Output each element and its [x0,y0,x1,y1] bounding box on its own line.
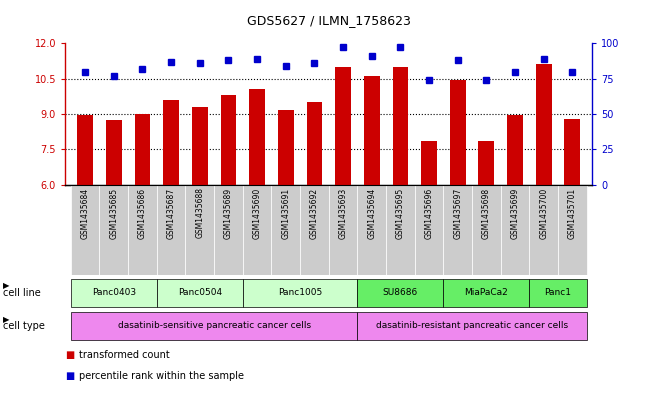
Text: GSM1435701: GSM1435701 [568,187,577,239]
Bar [443,185,472,275]
Bar [249,89,265,185]
Bar [163,100,179,185]
Text: ▶: ▶ [3,315,10,323]
Bar [100,185,128,275]
Bar [386,185,415,275]
Text: GSM1435693: GSM1435693 [339,187,348,239]
Text: GSM1435696: GSM1435696 [424,187,434,239]
Bar [157,185,186,275]
Text: transformed count: transformed count [79,350,170,360]
Text: GSM1435695: GSM1435695 [396,187,405,239]
Bar [271,185,300,275]
Bar [157,279,243,307]
Bar [415,185,443,275]
Text: dasatinib-sensitive pancreatic cancer cells: dasatinib-sensitive pancreatic cancer ce… [118,321,311,330]
Text: GSM1435698: GSM1435698 [482,187,491,239]
Bar [214,185,243,275]
Bar [221,95,236,185]
Bar [450,80,465,185]
Text: GSM1435694: GSM1435694 [367,187,376,239]
Text: Panc1005: Panc1005 [278,288,322,297]
Bar [357,279,443,307]
Bar [71,185,100,275]
Text: SU8686: SU8686 [383,288,418,297]
Text: dasatinib-resistant pancreatic cancer cells: dasatinib-resistant pancreatic cancer ce… [376,321,568,330]
Bar [364,76,380,185]
Bar [536,64,551,185]
Text: GSM1435700: GSM1435700 [539,187,548,239]
Bar [329,185,357,275]
Text: GSM1435691: GSM1435691 [281,187,290,239]
Bar [307,102,322,185]
Bar [192,107,208,185]
Bar [421,141,437,185]
Text: percentile rank within the sample: percentile rank within the sample [79,371,244,381]
Text: GSM1435699: GSM1435699 [510,187,519,239]
Bar [128,185,157,275]
Bar [357,185,386,275]
Text: MiaPaCa2: MiaPaCa2 [465,288,508,297]
Text: cell line: cell line [3,288,41,298]
Text: Panc0504: Panc0504 [178,288,222,297]
Bar [478,141,494,185]
Bar [71,279,157,307]
Bar [357,312,587,340]
Text: Panc0403: Panc0403 [92,288,136,297]
Text: GSM1435697: GSM1435697 [453,187,462,239]
Bar [71,312,357,340]
Text: GSM1435689: GSM1435689 [224,187,233,239]
Text: GSM1435685: GSM1435685 [109,187,118,239]
Bar [300,185,329,275]
Text: GSM1435690: GSM1435690 [253,187,262,239]
Bar [529,279,587,307]
Text: GDS5627 / ILMN_1758623: GDS5627 / ILMN_1758623 [247,14,411,27]
Text: GSM1435692: GSM1435692 [310,187,319,239]
Bar [278,110,294,185]
Bar [135,114,150,185]
Bar [243,185,271,275]
Bar [106,120,122,185]
Bar [507,115,523,185]
Bar [393,67,408,185]
Bar [186,185,214,275]
Bar [564,119,580,185]
Bar [443,279,529,307]
Text: GSM1435686: GSM1435686 [138,187,147,239]
Text: ■: ■ [65,350,74,360]
Text: GSM1435688: GSM1435688 [195,187,204,239]
Bar [77,115,93,185]
Text: cell type: cell type [3,321,45,331]
Text: GSM1435687: GSM1435687 [167,187,176,239]
Text: Panc1: Panc1 [544,288,572,297]
Bar [472,185,501,275]
Text: GSM1435684: GSM1435684 [81,187,90,239]
Bar [501,185,529,275]
Bar [529,185,558,275]
Bar [558,185,587,275]
Text: ■: ■ [65,371,74,381]
Bar [335,67,351,185]
Text: ▶: ▶ [3,281,10,290]
Bar [243,279,357,307]
